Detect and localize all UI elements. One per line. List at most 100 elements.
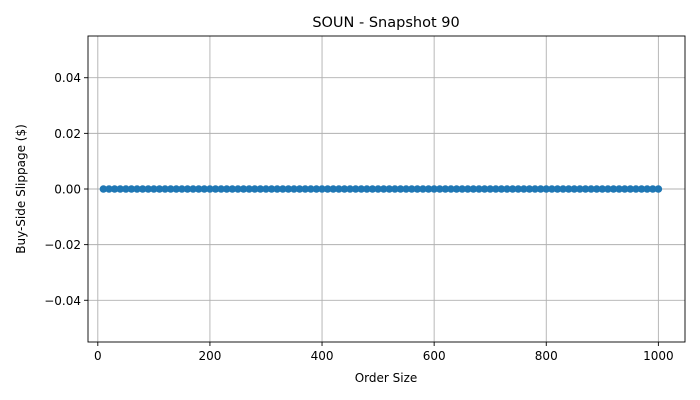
data-point: [548, 185, 556, 193]
y-tick-label: 0.00: [54, 183, 81, 197]
data-point: [245, 185, 253, 193]
data-point: [391, 185, 399, 193]
data-point: [413, 185, 422, 193]
data-point: [643, 185, 651, 193]
data-point: [307, 185, 315, 193]
data-point: [267, 185, 276, 193]
data-point: [234, 185, 242, 193]
data-point: [407, 185, 416, 193]
data-point: [374, 185, 382, 193]
data-point: [211, 185, 220, 193]
data-point: [620, 185, 629, 193]
data-point: [559, 185, 567, 193]
data-point: [127, 185, 136, 193]
data-point: [284, 185, 293, 193]
x-tick-label: 600: [423, 349, 446, 363]
data-point: [520, 185, 528, 193]
data-point: [576, 185, 584, 193]
x-tick-label: 1000: [643, 349, 674, 363]
data-point: [340, 185, 349, 193]
data-point: [542, 185, 551, 193]
data-point: [587, 185, 595, 193]
data-point: [178, 185, 186, 193]
y-tick-label: −0.02: [44, 238, 81, 252]
y-tick-label: −0.04: [44, 294, 81, 308]
data-point: [570, 185, 579, 193]
data-point: [615, 185, 623, 193]
x-tick-label: 0: [94, 349, 102, 363]
x-tick-label: 800: [535, 349, 558, 363]
y-tick-label: 0.04: [54, 71, 81, 85]
data-point: [514, 185, 523, 193]
data-point: [290, 185, 298, 193]
data-point: [301, 185, 310, 193]
data-point: [278, 185, 287, 193]
data-point: [312, 185, 321, 193]
data-point: [363, 185, 371, 193]
data-point: [626, 185, 635, 193]
data-point: [497, 185, 506, 193]
data-point: [637, 185, 646, 193]
x-tick-label: 400: [311, 349, 334, 363]
data-point: [525, 185, 534, 193]
data-point: [335, 185, 343, 193]
data-point: [105, 185, 113, 193]
data-point: [351, 185, 360, 193]
data-point: [531, 185, 539, 193]
tick-layer: 0 200 400 600 800 1000 −0.04 −0.02 0.00 0.02 0.04: [44, 71, 673, 363]
data-point: [632, 185, 640, 193]
data-point: [475, 185, 483, 193]
data-point: [385, 185, 394, 193]
y-axis-label: Buy-Side Slippage ($): [14, 124, 28, 254]
data-point: [553, 185, 562, 193]
data-point: [239, 185, 248, 193]
data-point: [447, 185, 455, 193]
series-layer: [99, 185, 663, 193]
data-point: [492, 185, 500, 193]
data-point: [206, 185, 214, 193]
data-point: [172, 185, 181, 193]
data-point: [99, 185, 108, 193]
data-point: [150, 185, 158, 193]
data-point: [592, 185, 601, 193]
data-point: [295, 185, 304, 193]
data-point: [323, 185, 332, 193]
data-point: [368, 185, 377, 193]
data-point: [598, 185, 607, 193]
data-point: [357, 185, 366, 193]
data-point: [122, 185, 130, 193]
y-tick-label: 0.02: [54, 127, 81, 141]
data-point: [217, 185, 225, 193]
data-point: [604, 185, 612, 193]
data-point: [155, 185, 164, 193]
data-point: [189, 185, 197, 193]
data-point: [648, 185, 657, 193]
data-point: [138, 185, 147, 193]
data-point: [581, 185, 590, 193]
chart-title: SOUN - Snapshot 90: [312, 15, 459, 31]
x-axis-label: Order Size: [355, 371, 418, 385]
data-point: [161, 185, 169, 193]
data-point: [250, 185, 259, 193]
data-point: [508, 185, 517, 193]
data-point: [503, 185, 511, 193]
data-point: [424, 185, 433, 193]
data-point: [396, 185, 405, 193]
data-point: [144, 185, 153, 193]
data-point: [318, 185, 326, 193]
data-point: [379, 185, 388, 193]
data-point: [430, 185, 438, 193]
data-point: [402, 185, 410, 193]
data-point: [346, 185, 354, 193]
data-point: [419, 185, 427, 193]
data-point: [486, 185, 495, 193]
data-point: [329, 185, 338, 193]
data-point: [609, 185, 618, 193]
data-point: [228, 185, 237, 193]
data-point: [183, 185, 192, 193]
data-point: [110, 185, 119, 193]
data-point: [273, 185, 281, 193]
data-point: [480, 185, 489, 193]
